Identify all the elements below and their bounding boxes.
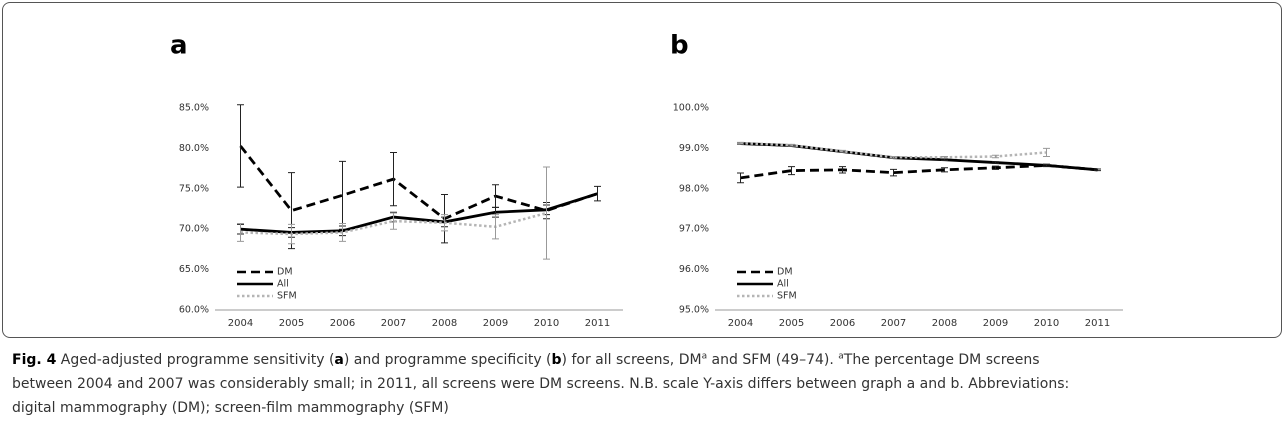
x-tick-label: 2004 — [728, 318, 753, 329]
x-tick-label: 2010 — [534, 318, 559, 329]
y-tick-label: 97.0% — [679, 224, 709, 235]
error-bar — [737, 172, 744, 184]
error-bar — [992, 161, 999, 164]
error-bar — [237, 223, 244, 242]
series-line — [239, 145, 598, 221]
caption-text: digital mammography (DM); screen-film ma… — [12, 400, 449, 416]
caption-text: and SFM (49–74). — [707, 352, 839, 368]
y-tick-label: 85.0% — [179, 103, 209, 114]
legend-label: All — [277, 279, 289, 290]
x-tick-label: 2011 — [1085, 318, 1110, 329]
series-line — [740, 163, 1098, 180]
error-bar — [594, 185, 601, 202]
series-line — [740, 142, 1098, 172]
error-bar — [390, 151, 397, 207]
error-bar — [737, 141, 744, 145]
x-tick-label: 2009 — [483, 318, 508, 329]
x-tick-label: 2010 — [1034, 318, 1059, 329]
error-bar — [788, 143, 795, 147]
caption-label: Fig. 4 — [12, 352, 57, 368]
error-bar — [992, 165, 999, 170]
error-bar — [492, 214, 499, 240]
error-bar — [390, 212, 397, 230]
series-line — [240, 192, 598, 234]
error-bar — [1094, 168, 1101, 172]
y-tick-label: 65.0% — [179, 264, 209, 275]
y-tick-label: 96.0% — [679, 264, 709, 275]
legend-label: All — [777, 279, 789, 290]
y-tick-label: 75.0% — [179, 183, 209, 194]
error-bar — [941, 155, 948, 159]
y-tick-label: 100.0% — [673, 103, 709, 114]
x-tick-label: 2007 — [881, 318, 906, 329]
error-bar — [941, 158, 948, 162]
error-bar — [992, 154, 999, 159]
y-tick-label: 60.0% — [179, 305, 209, 316]
error-bar — [288, 223, 295, 245]
caption-text: a — [334, 352, 344, 368]
error-bar — [890, 168, 897, 177]
x-tick-label: 2006 — [330, 318, 355, 329]
legend-label: SFM — [777, 291, 797, 302]
x-tick-label: 2009 — [983, 318, 1008, 329]
caption-text: b — [551, 352, 562, 368]
error-bar — [237, 104, 244, 188]
caption-text: Aged-adjusted programme sensitivity ( — [56, 352, 335, 368]
error-bar — [839, 149, 846, 153]
caption: Fig. 4 Aged-adjusted programme sensitivi… — [12, 348, 1280, 420]
legend-label: SFM — [277, 291, 297, 302]
x-tick-label: 2006 — [830, 318, 855, 329]
y-tick-label: 70.0% — [179, 224, 209, 235]
footnote-mark: a — [701, 351, 708, 362]
footnote-mark: a — [838, 351, 844, 362]
error-bar — [839, 166, 846, 174]
legend-label: DM — [277, 267, 293, 278]
series-line — [740, 141, 1047, 159]
y-tick-label: 80.0% — [179, 143, 209, 154]
error-bar — [339, 223, 346, 242]
x-tick-label: 2008 — [432, 318, 457, 329]
figure: a 60.0% 65.0% 70.0% 75.0% 80.0% 85.0% 2004 2005 2… — [170, 31, 1123, 329]
figure-frame — [2, 2, 1282, 338]
error-bar — [543, 166, 550, 260]
x-tick-label: 2005 — [279, 318, 304, 329]
x-tick-label: 2008 — [932, 318, 957, 329]
y-tick-label: 99.0% — [679, 143, 709, 154]
error-bar — [441, 214, 448, 232]
caption-text: ) and programme specificity ( — [343, 352, 552, 368]
error-bar — [1043, 147, 1050, 157]
caption-text: The percentage DM screens — [843, 352, 1040, 368]
legend-label: DM — [777, 267, 793, 278]
panel-label: b — [670, 31, 689, 61]
error-bar — [941, 167, 948, 173]
panel-label: a — [170, 31, 188, 61]
y-tick-label: 98.0% — [679, 183, 709, 194]
x-tick-label: 2004 — [228, 318, 253, 329]
error-bar — [1043, 164, 1050, 167]
caption-text: between 2004 and 2007 was considerably s… — [12, 376, 1070, 392]
caption-text: ) for all screens, DM — [561, 352, 702, 368]
y-tick-label: 95.0% — [679, 305, 709, 316]
x-tick-label: 2005 — [779, 318, 804, 329]
error-bar — [788, 166, 795, 176]
error-bar — [890, 155, 897, 159]
x-tick-label: 2011 — [585, 318, 610, 329]
x-tick-label: 2007 — [381, 318, 406, 329]
